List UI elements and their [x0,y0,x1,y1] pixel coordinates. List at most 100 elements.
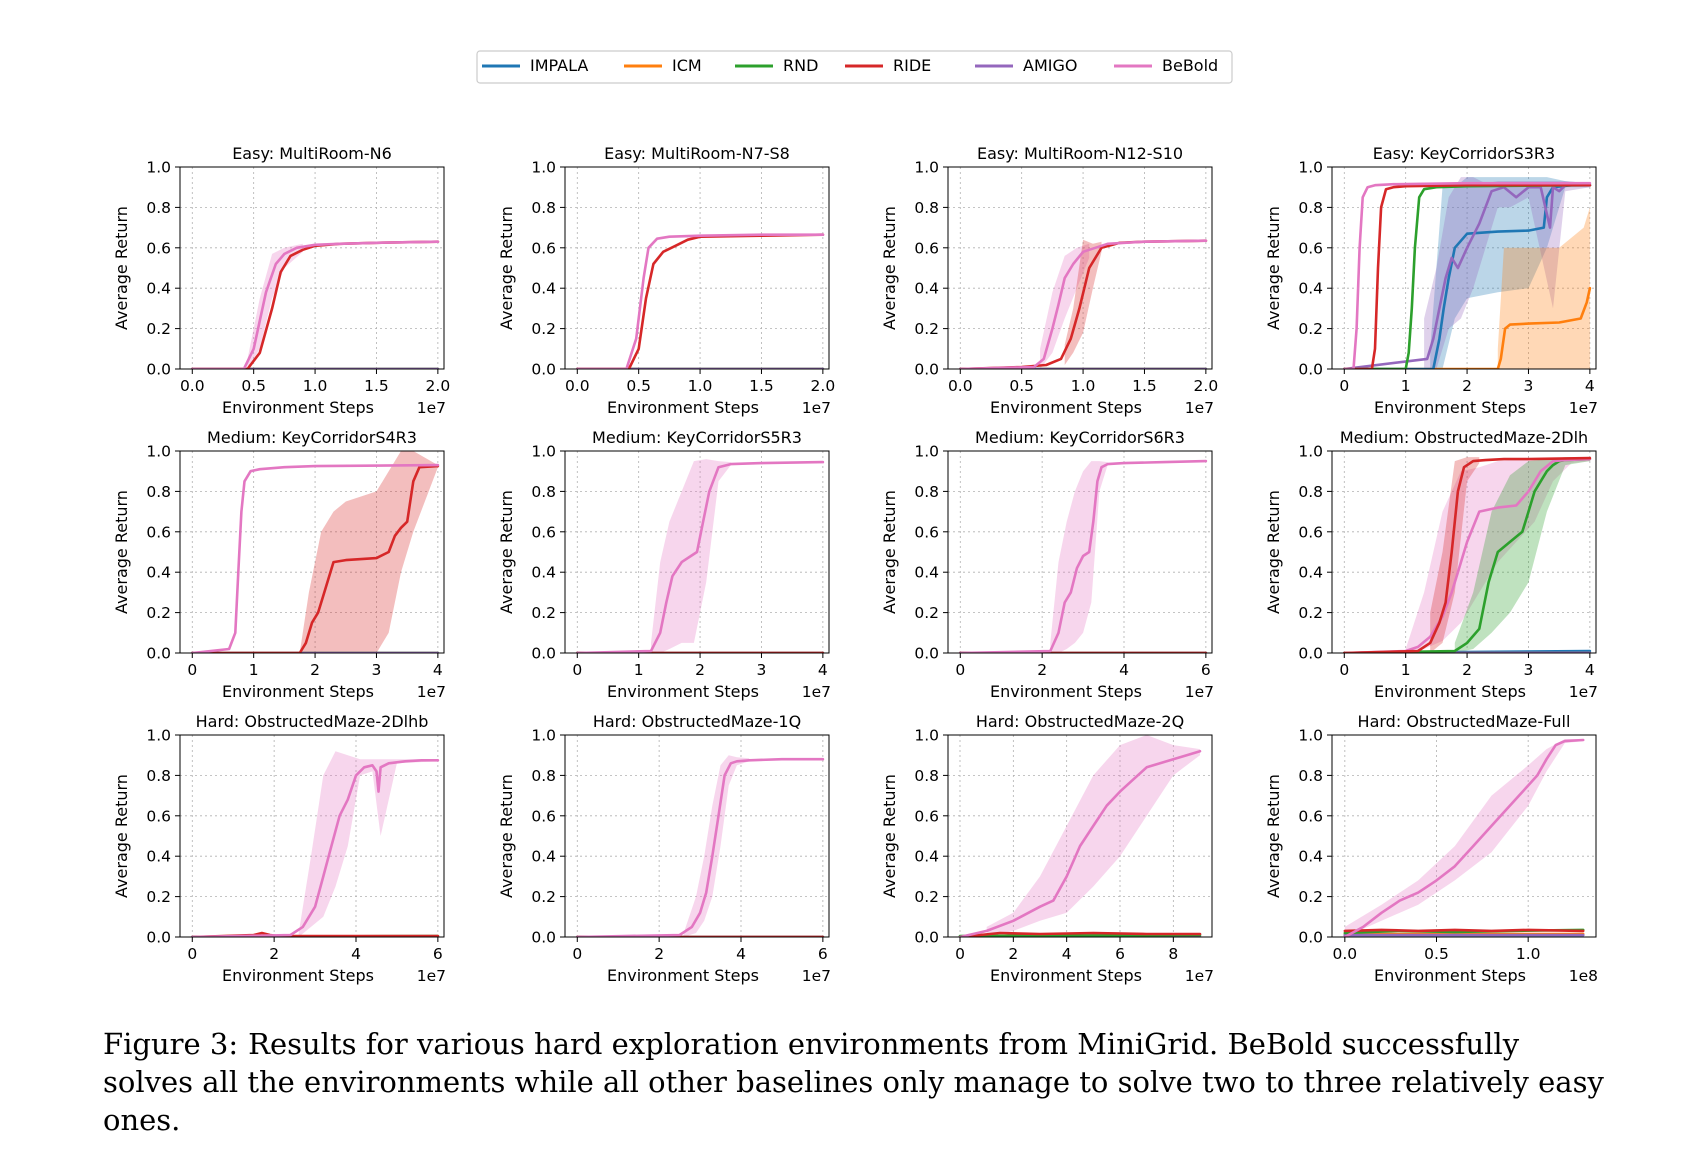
y-tick-label: 0.0 [1298,929,1323,947]
chart-title: Easy: MultiRoom-N6 [232,144,392,163]
x-tick-label: 4 [433,661,443,679]
x-axis-multiplier: 1e7 [417,967,446,985]
x-tick-label: 3 [1524,377,1534,395]
legend-label-bebold: BeBold [1162,56,1218,75]
y-axis-label: Average Return [1264,490,1283,614]
plot-area [575,459,825,653]
y-tick-label: 0.2 [146,888,171,906]
plot-frame [1331,734,1597,938]
y-axis-label: Average Return [112,206,131,330]
panels-grid: 0.0 0.5 1.0 1.5 2.0 0.0 0.2 0.4 0.6 0.8 1.0 Easy: M… [112,144,1598,985]
chart-title: Easy: MultiRoom-N7-S8 [604,144,790,163]
plot-area [575,755,825,937]
chart-title: Hard: ObstructedMaze-Full [1358,712,1571,731]
band-rnd [1454,457,1590,653]
x-tick-label: 3 [1524,661,1534,679]
y-tick-label: 0.4 [146,848,171,866]
x-tick-label: 2 [695,661,705,679]
y-axis-label: Average Return [112,774,131,898]
x-axis-label: Environment Steps [222,398,374,417]
x-axis-label: Environment Steps [607,966,759,985]
y-tick-label: 0.6 [146,523,171,541]
series-line-bebold [1343,181,1592,369]
y-tick-label: 0.2 [1298,888,1323,906]
x-tick-label: 2 [310,661,320,679]
x-tick-label: 0 [955,661,965,679]
plot-frame [179,450,445,654]
x-tick-label: 1.5 [364,377,389,395]
x-axis-label: Environment Steps [1374,966,1526,985]
x-tick-label: 2 [1462,661,1472,679]
plot-frame [564,734,830,938]
y-tick-label: 1.0 [1298,443,1323,461]
legend-label-ride: RIDE [893,56,931,75]
x-tick-label: 0.0 [948,377,973,395]
chart-title: Medium: KeyCorridorS4R3 [207,428,417,447]
y-axis-label: Average Return [1264,774,1283,898]
y-axis-label: Average Return [880,490,899,614]
y-tick-label: 0.2 [146,604,171,622]
y-tick-label: 0.0 [1298,361,1323,379]
y-tick-label: 0.6 [531,523,556,541]
x-tick-label: 8 [1168,945,1178,963]
plot-area [958,239,1208,369]
y-tick-label: 0.6 [531,807,556,825]
x-tick-label: 0 [187,661,197,679]
series-line-bebold [1343,457,1592,653]
plot-area [1343,738,1585,937]
legend-label-rnd: RND [783,56,818,75]
series-line-bebold [958,459,1208,653]
y-tick-label: 0.4 [1298,564,1323,582]
band-bebold [986,735,1200,937]
y-tick-label: 0.4 [146,564,171,582]
x-tick-label: 1.0 [1071,377,1096,395]
plot-frame [179,734,445,938]
y-tick-label: 0.8 [146,199,171,217]
caption-label: Figure 3: [103,1027,239,1061]
series-line-bebold [575,757,825,937]
chart-panel-hard-obstructedmaze-2q: 0 2 4 6 8 0.0 0.2 0.4 0.6 0.8 1.0 Hard: ObstructedM… [880,712,1214,985]
x-tick-label: 1 [634,661,644,679]
band-icm [1497,207,1590,369]
y-tick-label: 0.4 [1298,848,1323,866]
x-tick-label: 2 [269,945,279,963]
y-tick-label: 0.6 [531,239,556,257]
series-line-rnd [1343,457,1592,653]
series-line-bebold [575,460,825,653]
x-tick-label: 6 [818,945,828,963]
y-tick-label: 0.0 [146,645,171,663]
y-axis-label: Average Return [1264,206,1283,330]
legend: IMPALA ICM RND RIDE AMIGO BeBold [476,50,1233,84]
series-line-bebold [575,233,825,369]
y-tick-label: 0.8 [146,483,171,501]
x-tick-label: 1.0 [688,377,713,395]
series-line-ride [191,240,440,369]
x-axis-label: Environment Steps [990,682,1142,701]
y-tick-label: 0.8 [1298,199,1323,217]
y-tick-label: 0.2 [914,604,939,622]
series-line-amigo [1343,183,1592,369]
y-tick-label: 0.6 [1298,807,1323,825]
x-tick-label: 4 [1119,661,1129,679]
x-tick-label: 4 [1585,377,1595,395]
x-tick-label: 2 [1008,945,1018,963]
y-tick-label: 1.0 [531,727,556,745]
y-tick-label: 0.6 [1298,523,1323,541]
x-tick-label: 4 [351,945,361,963]
x-tick-label: 1.0 [1516,945,1541,963]
x-tick-label: 4 [818,661,828,679]
x-tick-label: 3 [372,661,382,679]
x-axis-label: Environment Steps [990,398,1142,417]
plot-frame [564,166,830,370]
x-tick-label: 0.5 [626,377,651,395]
x-tick-label: 0.0 [180,377,205,395]
x-axis-label: Environment Steps [607,682,759,701]
y-tick-label: 0.8 [1298,483,1323,501]
plot-frame [179,166,445,370]
y-axis-label: Average Return [112,490,131,614]
x-tick-label: 1 [1401,661,1411,679]
y-tick-label: 0.2 [1298,320,1323,338]
series-line-bebold [1343,738,1585,937]
x-tick-label: 2.0 [1194,377,1219,395]
y-tick-label: 0.2 [146,320,171,338]
